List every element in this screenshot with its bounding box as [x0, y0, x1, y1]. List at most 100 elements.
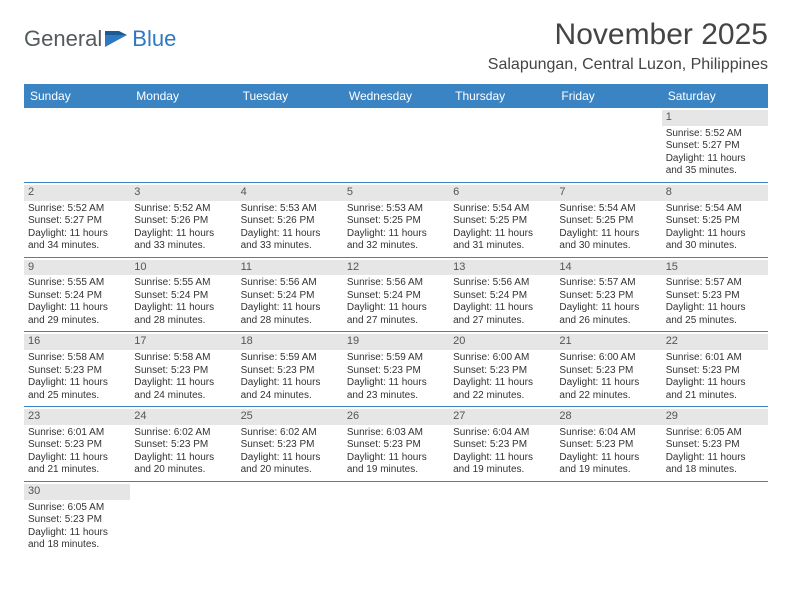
- sunset-text: Sunset: 5:23 PM: [347, 365, 445, 378]
- sunrise-text: Sunrise: 5:52 AM: [134, 203, 232, 216]
- sunset-text: Sunset: 5:23 PM: [241, 439, 339, 452]
- day-of-week-header: Tuesday: [237, 84, 343, 108]
- day-cell: 19Sunrise: 5:59 AMSunset: 5:23 PMDayligh…: [343, 332, 449, 406]
- sunrise-text: Sunrise: 6:02 AM: [241, 427, 339, 440]
- empty-cell: [237, 482, 343, 556]
- sunrise-text: Sunrise: 6:03 AM: [347, 427, 445, 440]
- daylight-text-line2: and 24 minutes.: [134, 390, 232, 403]
- day-cell: 16Sunrise: 5:58 AMSunset: 5:23 PMDayligh…: [24, 332, 130, 406]
- daylight-text-line1: Daylight: 11 hours: [453, 377, 551, 390]
- day-of-week-header: Monday: [130, 84, 236, 108]
- flag-icon: [102, 26, 131, 52]
- week-row: 30Sunrise: 6:05 AMSunset: 5:23 PMDayligh…: [24, 482, 768, 556]
- sunrise-text: Sunrise: 5:53 AM: [241, 203, 339, 216]
- day-cell: 30Sunrise: 6:05 AMSunset: 5:23 PMDayligh…: [24, 482, 130, 556]
- day-of-week-header: Thursday: [449, 84, 555, 108]
- daylight-text-line2: and 20 minutes.: [241, 464, 339, 477]
- day-number: 23: [24, 409, 130, 425]
- sunrise-text: Sunrise: 5:54 AM: [666, 203, 764, 216]
- day-number: 11: [237, 260, 343, 276]
- empty-cell: [130, 108, 236, 182]
- day-number: 6: [449, 185, 555, 201]
- sunset-text: Sunset: 5:24 PM: [241, 290, 339, 303]
- sunrise-text: Sunrise: 5:59 AM: [241, 352, 339, 365]
- week-row: 23Sunrise: 6:01 AMSunset: 5:23 PMDayligh…: [24, 407, 768, 482]
- daylight-text-line2: and 20 minutes.: [134, 464, 232, 477]
- day-of-week-row: SundayMondayTuesdayWednesdayThursdayFrid…: [24, 84, 768, 108]
- day-cell: 17Sunrise: 5:58 AMSunset: 5:23 PMDayligh…: [130, 332, 236, 406]
- sunrise-text: Sunrise: 6:00 AM: [559, 352, 657, 365]
- day-cell: 9Sunrise: 5:55 AMSunset: 5:24 PMDaylight…: [24, 258, 130, 332]
- daylight-text-line2: and 21 minutes.: [666, 390, 764, 403]
- sunrise-text: Sunrise: 5:58 AM: [28, 352, 126, 365]
- day-cell: 26Sunrise: 6:03 AMSunset: 5:23 PMDayligh…: [343, 407, 449, 481]
- daylight-text-line1: Daylight: 11 hours: [241, 377, 339, 390]
- daylight-text-line1: Daylight: 11 hours: [347, 302, 445, 315]
- day-number: 30: [24, 484, 130, 500]
- sunrise-text: Sunrise: 6:01 AM: [28, 427, 126, 440]
- daylight-text-line1: Daylight: 11 hours: [666, 377, 764, 390]
- sunrise-text: Sunrise: 5:55 AM: [28, 277, 126, 290]
- daylight-text-line2: and 28 minutes.: [134, 315, 232, 328]
- sunrise-text: Sunrise: 6:04 AM: [559, 427, 657, 440]
- sunrise-text: Sunrise: 5:57 AM: [666, 277, 764, 290]
- day-cell: 21Sunrise: 6:00 AMSunset: 5:23 PMDayligh…: [555, 332, 661, 406]
- sunrise-text: Sunrise: 6:05 AM: [28, 502, 126, 515]
- daylight-text-line2: and 24 minutes.: [241, 390, 339, 403]
- sunset-text: Sunset: 5:25 PM: [559, 215, 657, 228]
- daylight-text-line1: Daylight: 11 hours: [453, 452, 551, 465]
- daylight-text-line1: Daylight: 11 hours: [666, 302, 764, 315]
- sunrise-text: Sunrise: 6:00 AM: [453, 352, 551, 365]
- daylight-text-line2: and 25 minutes.: [28, 390, 126, 403]
- day-cell: 7Sunrise: 5:54 AMSunset: 5:25 PMDaylight…: [555, 183, 661, 257]
- daylight-text-line1: Daylight: 11 hours: [28, 452, 126, 465]
- daylight-text-line1: Daylight: 11 hours: [347, 377, 445, 390]
- sunset-text: Sunset: 5:23 PM: [453, 439, 551, 452]
- empty-cell: [237, 108, 343, 182]
- daylight-text-line1: Daylight: 11 hours: [28, 527, 126, 540]
- daylight-text-line1: Daylight: 11 hours: [28, 302, 126, 315]
- sunrise-text: Sunrise: 5:59 AM: [347, 352, 445, 365]
- day-cell: 29Sunrise: 6:05 AMSunset: 5:23 PMDayligh…: [662, 407, 768, 481]
- day-cell: 20Sunrise: 6:00 AMSunset: 5:23 PMDayligh…: [449, 332, 555, 406]
- sunset-text: Sunset: 5:23 PM: [453, 365, 551, 378]
- sunset-text: Sunset: 5:26 PM: [241, 215, 339, 228]
- empty-cell: [449, 108, 555, 182]
- daylight-text-line1: Daylight: 11 hours: [666, 228, 764, 241]
- daylight-text-line2: and 27 minutes.: [453, 315, 551, 328]
- day-of-week-header: Sunday: [24, 84, 130, 108]
- sunset-text: Sunset: 5:27 PM: [28, 215, 126, 228]
- daylight-text-line1: Daylight: 11 hours: [134, 228, 232, 241]
- brand-logo: General Blue: [24, 26, 176, 52]
- sunset-text: Sunset: 5:23 PM: [559, 439, 657, 452]
- sunrise-text: Sunrise: 5:56 AM: [347, 277, 445, 290]
- week-row: 1Sunrise: 5:52 AMSunset: 5:27 PMDaylight…: [24, 108, 768, 183]
- daylight-text-line2: and 28 minutes.: [241, 315, 339, 328]
- daylight-text-line2: and 26 minutes.: [559, 315, 657, 328]
- daylight-text-line1: Daylight: 11 hours: [241, 452, 339, 465]
- day-number: 7: [555, 185, 661, 201]
- day-number: 18: [237, 334, 343, 350]
- empty-cell: [343, 482, 449, 556]
- sunset-text: Sunset: 5:23 PM: [666, 439, 764, 452]
- day-of-week-header: Saturday: [662, 84, 768, 108]
- empty-cell: [555, 108, 661, 182]
- daylight-text-line1: Daylight: 11 hours: [28, 377, 126, 390]
- day-cell: 11Sunrise: 5:56 AMSunset: 5:24 PMDayligh…: [237, 258, 343, 332]
- daylight-text-line2: and 27 minutes.: [347, 315, 445, 328]
- sunset-text: Sunset: 5:25 PM: [666, 215, 764, 228]
- daylight-text-line2: and 19 minutes.: [559, 464, 657, 477]
- sunset-text: Sunset: 5:23 PM: [559, 365, 657, 378]
- sunset-text: Sunset: 5:23 PM: [666, 290, 764, 303]
- week-row: 2Sunrise: 5:52 AMSunset: 5:27 PMDaylight…: [24, 183, 768, 258]
- day-cell: 3Sunrise: 5:52 AMSunset: 5:26 PMDaylight…: [130, 183, 236, 257]
- daylight-text-line1: Daylight: 11 hours: [559, 377, 657, 390]
- daylight-text-line2: and 35 minutes.: [666, 165, 764, 178]
- empty-cell: [343, 108, 449, 182]
- daylight-text-line2: and 30 minutes.: [559, 240, 657, 253]
- day-cell: 12Sunrise: 5:56 AMSunset: 5:24 PMDayligh…: [343, 258, 449, 332]
- day-number: 17: [130, 334, 236, 350]
- daylight-text-line1: Daylight: 11 hours: [453, 228, 551, 241]
- day-number: 12: [343, 260, 449, 276]
- calendar-grid: SundayMondayTuesdayWednesdayThursdayFrid…: [24, 84, 768, 556]
